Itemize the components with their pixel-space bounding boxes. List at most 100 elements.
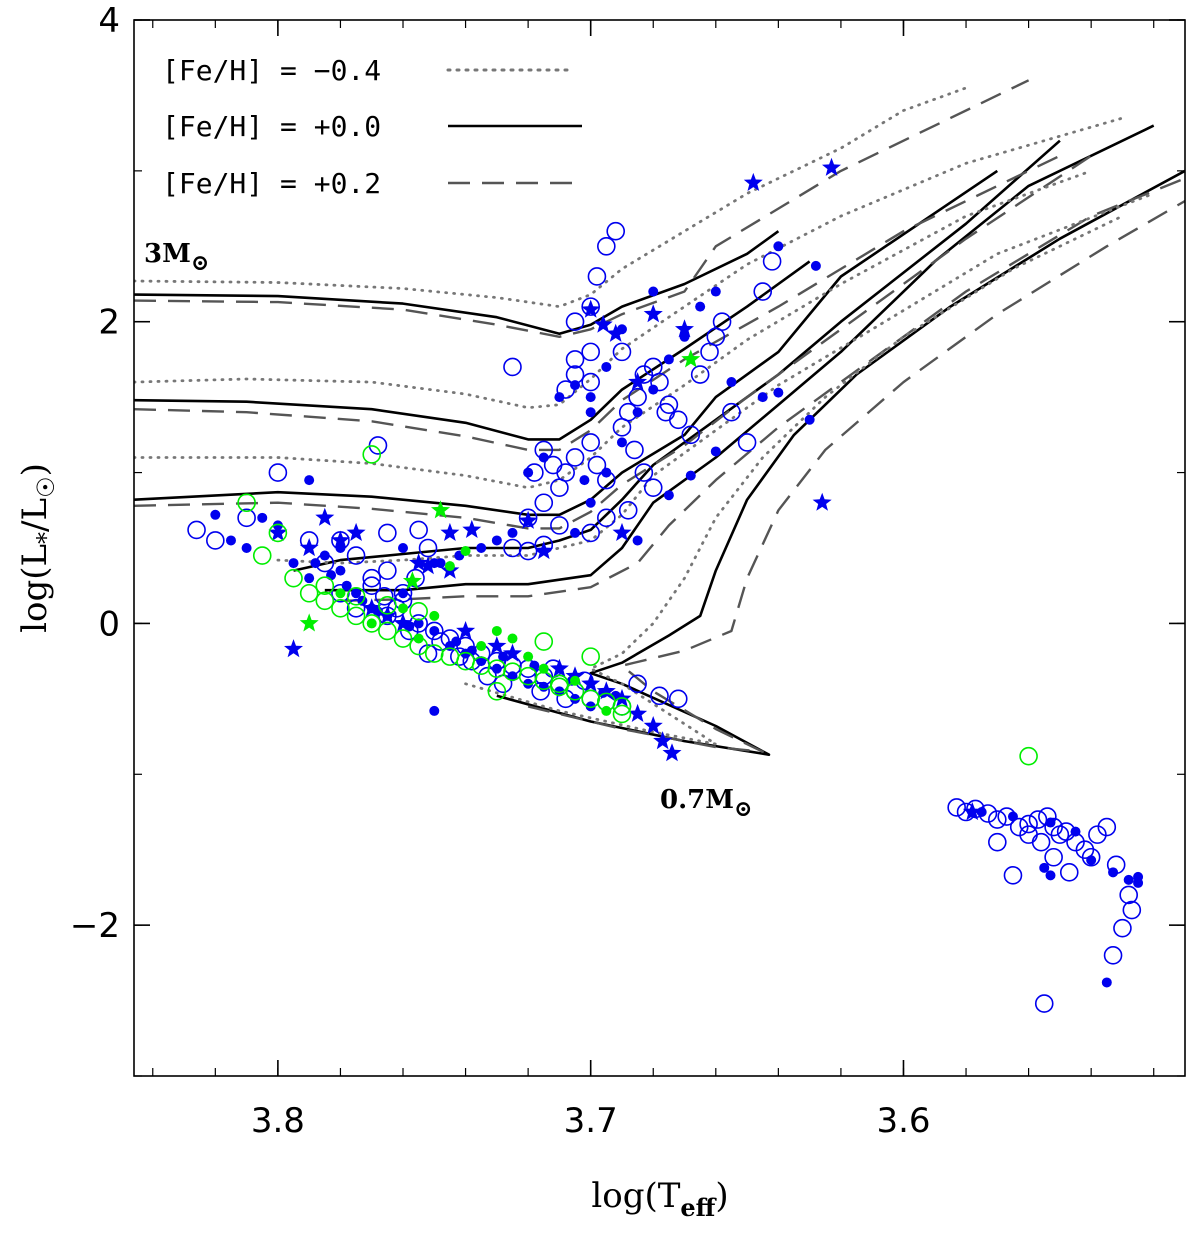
legend-label-feh-plus00: [Fe/H] = +0.0 [162,110,381,143]
blue-filled-point [616,437,627,448]
blue-open-point [628,674,647,694]
track-feh0.2-m3.0 [134,79,1030,338]
legend: [Fe/H] = −0.4 [Fe/H] = +0.0 [Fe/H] = +0.… [162,54,582,200]
blue-open-point [656,402,676,422]
blue-open-point [587,455,607,475]
blue-open-point [550,516,569,535]
blue-star-point [487,636,507,655]
track-feh-0.4-m0.7 [464,214,1124,746]
blue-star-point [628,372,648,391]
blue-star-point [518,510,538,529]
blue-filled-point [491,535,502,546]
blue-open-point [409,520,428,540]
blue-open-point [581,523,600,543]
green-open-point [1019,746,1038,766]
blue-filled-point [210,509,221,520]
blue-open-point [531,682,550,701]
blue-star-point [596,681,616,700]
y-tick-label: −2 [70,906,120,946]
blue-filled-point [335,565,346,576]
blue-star-point [268,522,288,541]
blue-star-point [330,530,350,549]
blue-open-point [346,546,366,565]
green-open-point [393,629,413,648]
blue-star-point [409,553,429,572]
blue-open-point [1059,863,1079,882]
blue-filled-point [632,407,643,418]
green-filled-point [429,610,440,621]
blue-filled-point [601,467,612,478]
blue-filled-point [554,392,565,403]
green-filled-point [366,618,377,629]
annotation-3msun: 3M⊙ [144,239,209,276]
green-open-point [612,704,632,724]
blue-open-point [628,387,647,407]
green-open-point [409,602,428,621]
blue-open-point [762,252,782,271]
blue-filled-point [435,558,446,569]
blue-open-point [187,520,206,540]
blue-star-point [534,541,554,560]
blue-filled-point [304,573,315,584]
blue-filled-point [498,651,509,662]
blue-filled-point [570,693,581,704]
x-axis-title: log(Teff) [591,1176,728,1222]
blue-filled-point [523,678,534,689]
blue-filled-point [585,701,596,712]
green-open-point [581,647,600,666]
blue-filled-point [476,543,487,553]
x-tick-label: 3.6 [876,1101,930,1141]
blue-star-point [812,492,832,511]
green-filled-point [538,663,549,674]
blue-star-point [653,731,673,750]
blue-star-point [581,673,601,692]
legend-label-feh-minus04: [Fe/H] = −0.4 [162,54,381,87]
y-tick-label: 4 [98,1,120,41]
blue-open-point [737,433,757,452]
blue-filled-point [507,671,518,682]
track-feh-0.4-m2.5 [134,116,1124,410]
green-open-point [299,583,319,603]
blue-open-point [1009,817,1029,837]
blue-filled-point [288,558,299,569]
blue-filled-point [695,301,706,312]
blue-filled-point [710,286,721,297]
blue-filled-point [1108,867,1119,878]
blue-filled-point [507,527,518,538]
y-tick-label: 2 [98,303,120,343]
blue-filled-point [304,475,315,486]
blue-filled-point [538,681,549,692]
blue-star-point [743,172,763,191]
blue-filled-point [225,535,236,546]
green-open-point [346,586,366,606]
blue-open-point [534,493,554,513]
green-open-point [362,445,382,464]
blue-open-point [268,463,288,482]
blue-open-point [1044,847,1063,867]
blue-open-point [650,372,669,392]
blue-filled-point [398,588,409,599]
blue-open-point [1088,825,1107,844]
blue-open-point [378,561,397,580]
blue-filled-point [351,588,362,599]
green-open-point [378,596,397,615]
annotation-07msun: 0.7M⊙ [660,785,752,822]
track-feh0.2-m2.5 [134,154,1061,452]
blue-filled-point [491,663,502,674]
blue-filled-point [601,361,612,372]
blue-open-point [565,448,585,467]
blue-open-point [618,500,638,520]
blue-open-point [1081,847,1101,867]
blue-star-point [962,802,982,821]
blue-star-point [362,598,382,617]
green-open-point [346,606,366,626]
blue-filled-point [585,407,596,418]
track-feh-0.4-m3.0 [134,86,968,308]
blue-open-point [478,666,497,686]
blue-open-point [1034,994,1054,1013]
blue-filled-point [523,467,534,478]
blue-filled-point [1007,811,1018,822]
blue-star-point [565,666,585,685]
blue-filled-point [570,380,581,391]
